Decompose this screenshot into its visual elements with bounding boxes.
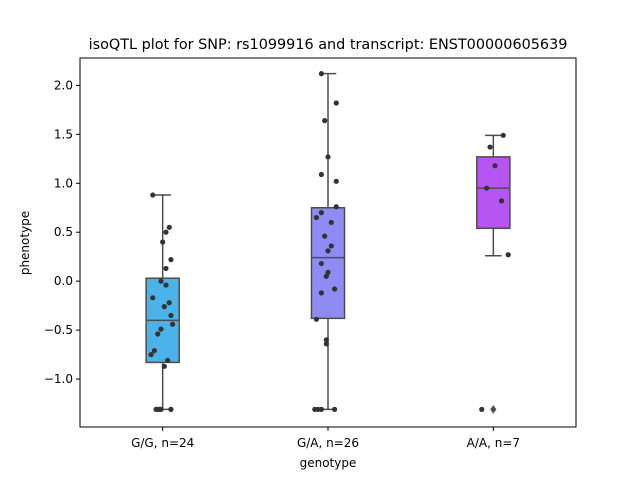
data-point xyxy=(323,337,329,343)
data-point xyxy=(328,243,334,249)
data-point xyxy=(158,278,164,284)
data-point xyxy=(484,185,490,191)
data-point xyxy=(325,154,331,160)
data-point xyxy=(163,265,169,272)
data-point xyxy=(333,204,339,210)
data-point xyxy=(158,326,164,332)
plot-area: −1.0 −0.5 0.0 0.5 1.0 1.5 2.0 G/G, n=24 G/A, n=2… xyxy=(44,57,577,450)
data-point xyxy=(168,257,174,263)
data-point xyxy=(332,286,338,292)
data-point xyxy=(150,295,156,301)
data-point xyxy=(168,312,174,319)
y-tick-label: −1.0 xyxy=(44,372,73,386)
data-point xyxy=(332,406,338,412)
data-point xyxy=(155,406,161,412)
data-point xyxy=(318,210,324,216)
data-point xyxy=(166,300,172,306)
y-tick-label: 0.5 xyxy=(54,225,73,239)
y-tick-label: 1.5 xyxy=(54,127,73,141)
data-point xyxy=(318,406,324,412)
data-point xyxy=(328,219,334,226)
data-point xyxy=(500,132,506,138)
data-point xyxy=(313,214,320,221)
data-point xyxy=(161,304,167,310)
data-point xyxy=(151,348,157,354)
data-point xyxy=(160,239,166,245)
data-point xyxy=(323,273,329,279)
data-point xyxy=(325,269,331,275)
data-point xyxy=(166,224,172,230)
box-iqr xyxy=(310,207,346,320)
data-point xyxy=(163,229,169,235)
data-point xyxy=(322,118,328,124)
outlier-marker xyxy=(490,404,497,414)
data-point xyxy=(318,290,324,296)
data-point xyxy=(313,316,320,322)
data-point xyxy=(487,144,493,150)
data-point xyxy=(169,321,176,327)
data-point xyxy=(148,351,154,358)
x-tick-label: A/A, n=7 xyxy=(467,436,520,450)
data-point xyxy=(150,192,156,198)
data-point xyxy=(505,252,511,258)
x-tick-label: G/G, n=24 xyxy=(131,436,194,450)
data-point xyxy=(492,163,498,169)
data-point xyxy=(165,357,171,364)
y-tick-label: 0.0 xyxy=(54,274,73,288)
data-point xyxy=(479,406,485,412)
y-tick-label: 2.0 xyxy=(54,78,73,92)
data-point xyxy=(318,71,324,77)
data-point xyxy=(163,282,169,288)
y-tick-label: −0.5 xyxy=(44,323,73,337)
x-axis-label: genotype xyxy=(300,456,357,470)
data-point xyxy=(323,341,329,347)
data-point xyxy=(161,363,167,369)
x-tick-label: G/A, n=26 xyxy=(297,436,359,450)
data-point xyxy=(322,233,328,239)
box-iqr xyxy=(476,156,511,230)
y-tick-label: 1.0 xyxy=(54,176,73,190)
chart-title: isoQTL plot for SNP: rs1099916 and trans… xyxy=(89,37,568,53)
data-point xyxy=(318,171,324,178)
data-point xyxy=(325,248,331,254)
data-point xyxy=(333,100,339,106)
y-axis-label: phenotype xyxy=(18,211,32,275)
data-point xyxy=(318,260,324,267)
data-point xyxy=(155,331,161,337)
data-point xyxy=(168,406,174,412)
data-point xyxy=(499,198,505,204)
data-point xyxy=(333,178,339,184)
